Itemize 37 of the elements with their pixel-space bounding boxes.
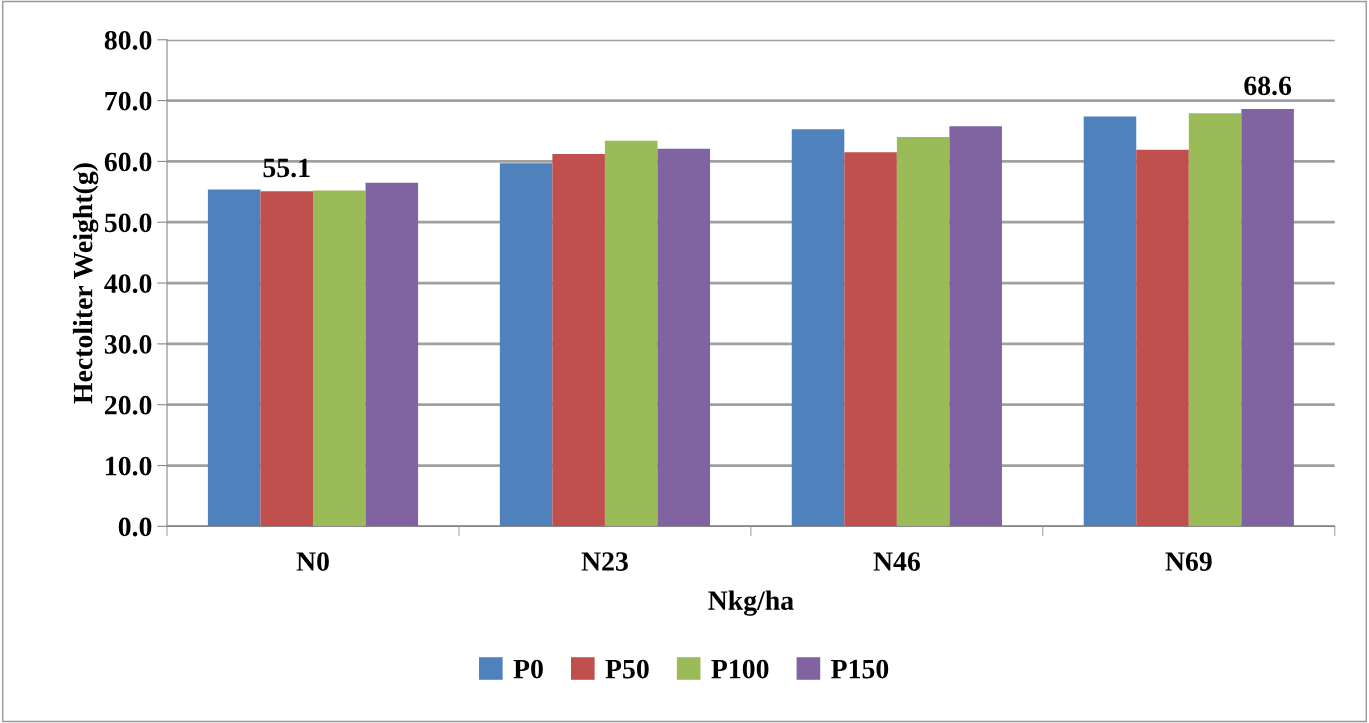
bar	[1241, 109, 1294, 527]
y-tick-label: 50.0	[104, 213, 152, 233]
bar	[896, 137, 950, 527]
bar	[657, 148, 711, 527]
y-tick-label: 60.0	[104, 152, 152, 172]
y-tick-label: 70.0	[105, 91, 152, 111]
data-label: 68.6	[1244, 76, 1292, 96]
bar	[844, 152, 897, 527]
bar	[604, 140, 658, 527]
data-label: 55.1	[263, 158, 310, 178]
y-axis-title: Hectoliter Weight(g)	[72, 163, 99, 404]
legend-label: P100	[711, 659, 769, 679]
y-tick-label: 10.0	[106, 456, 152, 476]
bar	[499, 163, 553, 527]
legend-label: P50	[605, 659, 649, 679]
x-tick-label: N69	[1165, 552, 1212, 571]
bar	[312, 190, 366, 527]
bar	[949, 126, 1002, 527]
y-tick-label: 80.0	[104, 30, 152, 50]
x-tick-label: N46	[873, 552, 920, 571]
legend-label: P0	[513, 659, 543, 679]
y-tick-label: 20.0	[104, 395, 152, 415]
bar	[260, 191, 313, 527]
bar	[1083, 116, 1137, 527]
x-tick-label: N23	[581, 552, 628, 571]
x-axis-title: Nkg/ha	[708, 590, 794, 616]
bar	[365, 182, 419, 527]
y-tick-label: 30.0	[104, 335, 152, 354]
x-tick-label: N0	[296, 552, 329, 571]
bar	[207, 189, 261, 527]
bar	[552, 154, 605, 527]
bar	[1136, 149, 1189, 527]
y-tick-label: 40.0	[104, 274, 152, 294]
bar	[1188, 113, 1242, 527]
y-tick-label: 0.0	[118, 517, 152, 537]
bar	[791, 129, 845, 527]
legend-label: P150	[831, 659, 889, 679]
